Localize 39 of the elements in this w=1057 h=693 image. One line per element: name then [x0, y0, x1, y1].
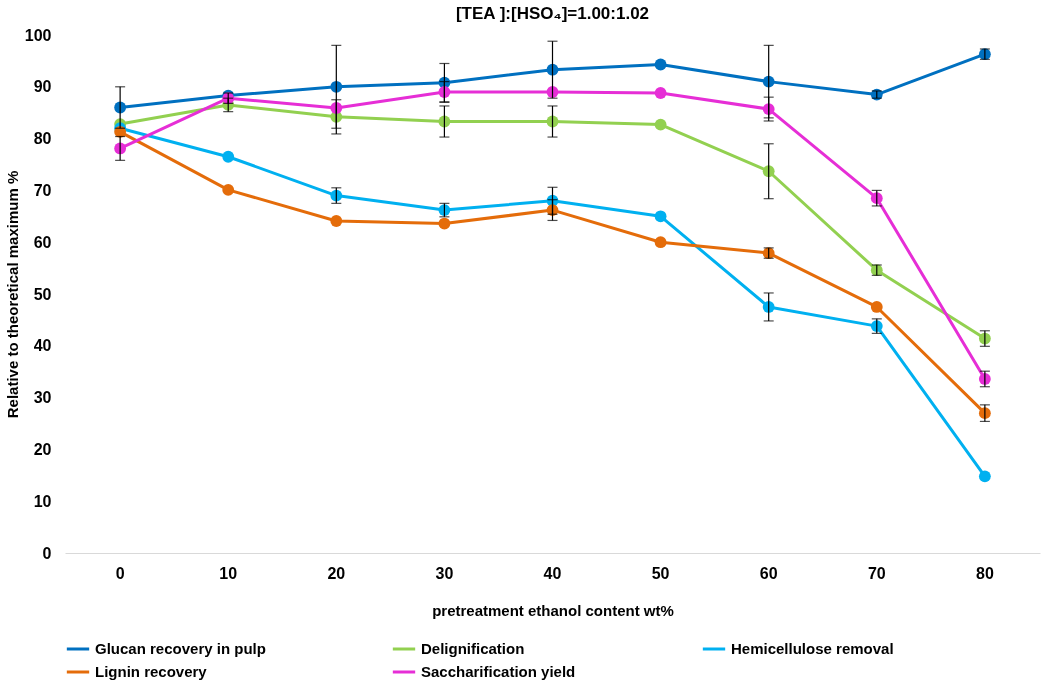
point — [654, 58, 667, 71]
chart-title: [TEA ]:[HSO₄]=1.00:1.02 — [455, 4, 650, 23]
x-tick-label: 60 — [759, 564, 778, 582]
point — [222, 183, 235, 196]
y-tick-label: 30 — [33, 389, 52, 407]
x-axis-title: pretreatment ethanol content wt% — [432, 601, 674, 619]
x-tick-label: 10 — [219, 564, 238, 582]
legend-label: Saccharification yield — [421, 663, 576, 680]
point — [438, 217, 451, 230]
point — [654, 87, 667, 99]
y-tick-label: 40 — [33, 337, 52, 355]
y-tick-label: 10 — [33, 492, 52, 510]
y-tick-label: 0 — [42, 544, 52, 562]
x-tick-label: 80 — [975, 564, 994, 582]
x-tick-label: 0 — [115, 564, 125, 582]
x-tick-label: 50 — [651, 564, 670, 582]
y-tick-label: 50 — [33, 285, 52, 303]
legend-label: Hemicellulose removal — [731, 640, 894, 657]
point — [978, 470, 991, 483]
legend-label: Delignification — [421, 640, 525, 657]
y-axis-title: Relative to theoretical maximum % — [3, 170, 21, 419]
point — [654, 118, 667, 131]
y-tick-label: 100 — [24, 26, 52, 44]
y-tick-label: 70 — [33, 181, 52, 199]
point — [654, 236, 667, 249]
point — [654, 210, 667, 223]
x-tick-label: 40 — [543, 564, 562, 582]
point — [222, 150, 235, 163]
legend-label: Glucan recovery in pulp — [95, 640, 266, 657]
x-tick-label: 30 — [435, 564, 454, 582]
point — [330, 215, 343, 227]
legend-label: Lignin recovery — [95, 663, 208, 680]
x-tick-label: 20 — [327, 564, 346, 582]
point — [870, 301, 883, 313]
y-tick-label: 90 — [33, 78, 52, 96]
y-tick-label: 60 — [33, 233, 52, 251]
y-tick-label: 80 — [33, 130, 52, 148]
y-tick-label: 20 — [33, 440, 52, 458]
x-tick-label: 70 — [867, 564, 886, 582]
